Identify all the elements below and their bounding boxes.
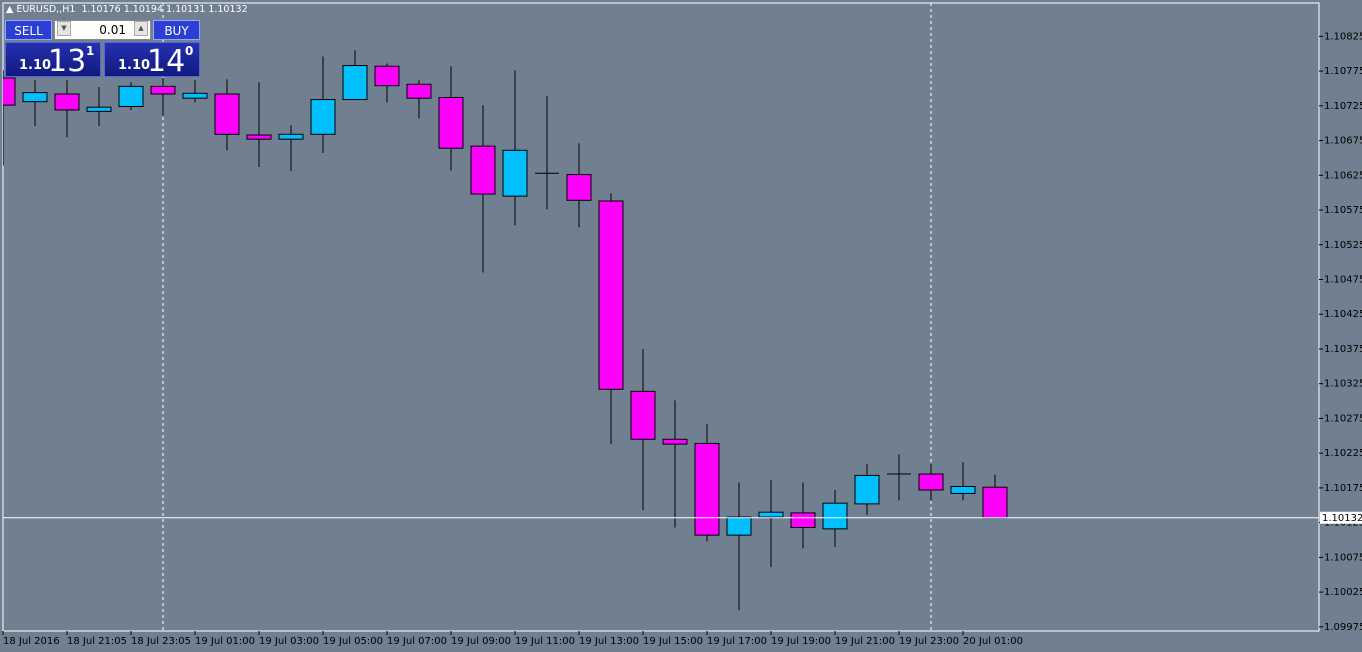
x-tick-label: 19 Jul 17:00 bbox=[707, 636, 767, 647]
candle-body bbox=[630, 390, 656, 440]
y-tick-label: 1.10175 bbox=[1324, 483, 1362, 494]
y-tick-label: 1.10425 bbox=[1324, 309, 1362, 320]
candle-body bbox=[854, 474, 880, 505]
x-tick-label: 19 Jul 23:00 bbox=[899, 636, 959, 647]
x-tick-label: 19 Jul 03:00 bbox=[259, 636, 319, 647]
x-tick-label: 18 Jul 2016 bbox=[3, 636, 60, 647]
current-price-box bbox=[1320, 511, 1362, 524]
candle-body bbox=[694, 442, 720, 536]
candle-body bbox=[310, 99, 336, 135]
ask-box[interactable]: 1.10 14 0 bbox=[104, 42, 200, 79]
header-low: 1.10131 bbox=[166, 4, 206, 15]
candle-body bbox=[598, 200, 624, 390]
bid-fraction: 1 bbox=[86, 44, 95, 58]
candle-body bbox=[342, 65, 368, 101]
x-tick-label: 20 Jul 01:00 bbox=[963, 636, 1023, 647]
y-tick-label: 1.10575 bbox=[1324, 205, 1362, 216]
bid-pips: 13 bbox=[48, 44, 87, 79]
ask-prefix: 1.10 bbox=[118, 58, 151, 73]
lot-up[interactable]: ▲ bbox=[134, 21, 148, 36]
y-tick-label: 1.10025 bbox=[1324, 587, 1362, 598]
candle-body bbox=[406, 83, 432, 99]
y-tick-label: 1.09975 bbox=[1324, 622, 1362, 633]
lot-down[interactable]: ▼ bbox=[57, 21, 71, 36]
candle-body bbox=[374, 65, 400, 87]
y-tick-label: 1.10825 bbox=[1324, 31, 1362, 42]
candle-body bbox=[822, 502, 848, 530]
candle-body bbox=[758, 511, 784, 518]
x-tick-label: 19 Jul 11:00 bbox=[515, 636, 575, 647]
candle-body bbox=[470, 145, 496, 195]
y-tick-label: 1.10525 bbox=[1324, 240, 1362, 251]
candle-body bbox=[86, 106, 112, 112]
ask-pips: 14 bbox=[147, 44, 186, 79]
buy-button[interactable]: BUY bbox=[153, 20, 200, 40]
header-high: 1.10194 bbox=[123, 4, 164, 15]
x-tick-label: 19 Jul 05:00 bbox=[323, 636, 383, 647]
x-tick-label: 18 Jul 23:05 bbox=[131, 636, 191, 647]
candle-body bbox=[118, 85, 144, 108]
chart-header: ▲ EURUSD,,H1 1.10176 1.10194 1.10131 1.10132 bbox=[6, 4, 251, 15]
y-tick-label: 1.10325 bbox=[1324, 379, 1362, 390]
y-tick-label: 1.10375 bbox=[1324, 344, 1362, 355]
one-click-trading-panel: SELL 0.01 ▼ ▲ BUY 1.10 13 1 1.10 14 0 bbox=[5, 19, 200, 79]
candle-body bbox=[438, 96, 464, 149]
current-price-label: 1.10132 bbox=[1322, 513, 1362, 524]
header-open: 1.10176 bbox=[81, 4, 121, 15]
candle-body bbox=[246, 134, 272, 140]
symbol: EURUSD,,H1 bbox=[16, 4, 76, 15]
y-tick-label: 1.10225 bbox=[1324, 448, 1362, 459]
bid-prefix: 1.10 bbox=[19, 58, 52, 73]
candle-body bbox=[790, 512, 816, 528]
x-tick-label: 19 Jul 21:00 bbox=[835, 636, 895, 647]
candle-body bbox=[566, 174, 592, 201]
y-tick-label: 1.10625 bbox=[1324, 170, 1362, 181]
plot-frame bbox=[2, 2, 1320, 632]
lot-input[interactable]: 0.01 bbox=[54, 20, 151, 40]
header-close: 1.10132 bbox=[208, 4, 248, 15]
candle-body bbox=[918, 473, 944, 491]
x-tick-label: 19 Jul 07:00 bbox=[387, 636, 447, 647]
candle-body bbox=[54, 93, 80, 111]
candle-body bbox=[150, 85, 176, 95]
x-tick-label: 19 Jul 09:00 bbox=[451, 636, 511, 647]
x-tick-label: 19 Jul 01:00 bbox=[195, 636, 255, 647]
candle-body bbox=[726, 516, 752, 536]
x-tick-label: 18 Jul 21:05 bbox=[67, 636, 127, 647]
x-tick-label: 19 Jul 15:00 bbox=[643, 636, 703, 647]
bid-box[interactable]: 1.10 13 1 bbox=[5, 42, 101, 79]
y-tick-label: 1.10475 bbox=[1324, 274, 1362, 285]
candle-body bbox=[278, 133, 304, 140]
y-tick-label: 1.10275 bbox=[1324, 413, 1362, 424]
candle-body bbox=[182, 92, 208, 99]
y-tick-label: 1.10675 bbox=[1324, 136, 1362, 147]
sell-button[interactable]: SELL bbox=[5, 20, 52, 40]
candle-body bbox=[950, 486, 976, 494]
y-tick-label: 1.10775 bbox=[1324, 66, 1362, 77]
x-tick-label: 19 Jul 13:00 bbox=[579, 636, 639, 647]
y-tick-label: 1.10075 bbox=[1324, 552, 1362, 563]
candle-body bbox=[3, 77, 16, 106]
header-arrow: ▲ bbox=[6, 4, 14, 15]
y-tick-label: 1.10725 bbox=[1324, 101, 1362, 112]
candle-body bbox=[982, 486, 1008, 519]
candle-body bbox=[22, 92, 48, 103]
candle-body bbox=[502, 149, 528, 197]
candle-body bbox=[662, 438, 688, 445]
plot-area bbox=[3, 50, 1319, 611]
x-tick-label: 19 Jul 19:00 bbox=[771, 636, 831, 647]
ask-fraction: 0 bbox=[185, 44, 194, 58]
candle-body bbox=[214, 93, 240, 135]
